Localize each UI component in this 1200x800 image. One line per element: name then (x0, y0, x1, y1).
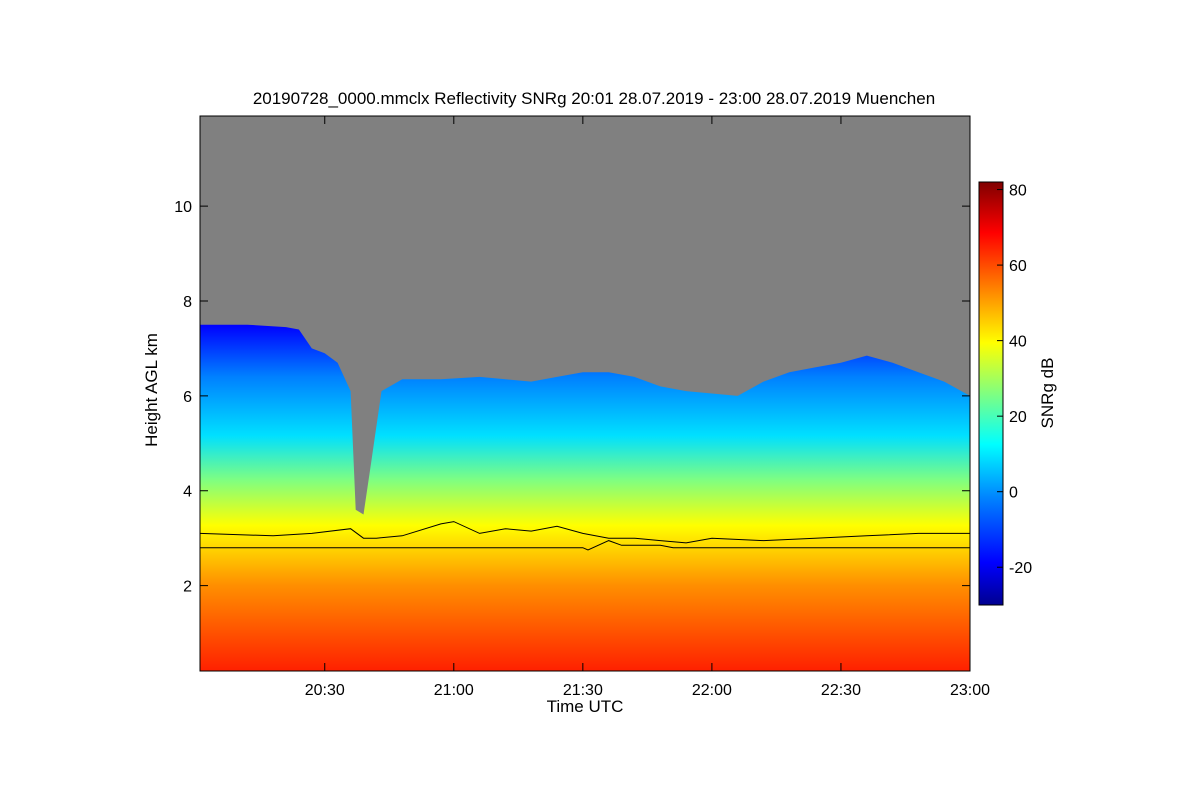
colorbar-tick-label: 20 (1009, 409, 1027, 426)
colorbar-tick-label: 80 (1009, 183, 1027, 200)
y-tick-label: 8 (183, 294, 192, 311)
x-tick-label: 22:30 (821, 682, 861, 699)
series-line-2 (200, 540, 970, 551)
reflectivity-field (200, 324, 970, 671)
chart-title: 20190728_0000.mmclx Reflectivity SNRg 20… (253, 89, 935, 108)
x-tick-label: 21:30 (563, 682, 603, 699)
colorbar-tick-label: 60 (1009, 258, 1027, 275)
x-tick-label: 21:00 (434, 682, 474, 699)
colorbar-title: SNRg dB (1038, 358, 1057, 429)
y-axis-title: Height AGL km (142, 333, 161, 447)
x-tick-label: 23:00 (950, 682, 990, 699)
y-tick-label: 10 (174, 199, 192, 216)
plot-area (200, 116, 970, 671)
x-tick-label: 20:30 (305, 682, 345, 699)
colorbar-tick-label: 0 (1009, 485, 1018, 502)
series-line-1 (200, 521, 970, 544)
colorbar-tick-label: 40 (1009, 334, 1027, 351)
colorbar (978, 181, 1004, 606)
y-tick-label: 2 (183, 579, 192, 596)
y-tick-label: 4 (183, 484, 192, 501)
x-axis-title: Time UTC (547, 697, 624, 716)
colorbar-tick-label: -20 (1009, 560, 1032, 577)
plot-frame (199, 115, 971, 672)
x-tick-label: 22:00 (692, 682, 732, 699)
y-tick-label: 6 (183, 389, 192, 406)
